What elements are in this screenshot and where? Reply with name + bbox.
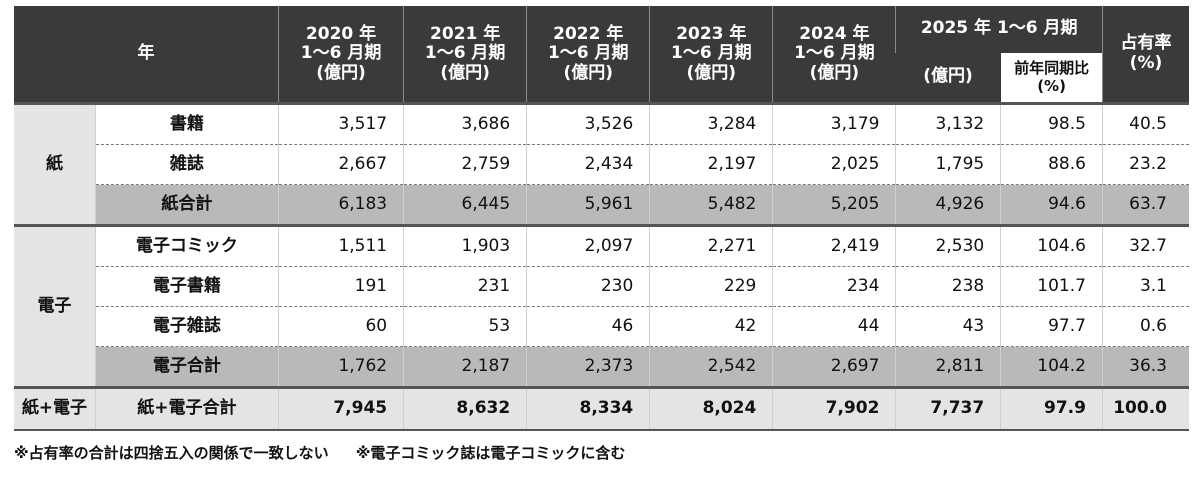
value-cell: 43	[895, 306, 1001, 347]
value-cell: 97.7	[1000, 306, 1103, 347]
year-col-header: 2023 年 1〜6 月期 (億円)	[649, 6, 773, 104]
value-cell: 40.5	[1101, 102, 1189, 145]
value-cell: 104.2	[1000, 346, 1103, 389]
value-cell: 94.6	[1000, 184, 1103, 227]
value-cell: 3,132	[895, 102, 1001, 145]
row-label: 書籍	[94, 102, 279, 145]
value-cell: 36.3	[1101, 346, 1189, 389]
value-cell: 238	[895, 266, 1001, 307]
value-cell: 3.1	[1101, 266, 1189, 307]
value-cell: 5,482	[649, 184, 773, 227]
value-cell: 46	[526, 306, 650, 347]
row-label: 紙+電子合計	[94, 387, 279, 431]
value-cell: 4,926	[895, 184, 1001, 227]
value-cell: 2,197	[649, 144, 773, 185]
value-cell: 97.9	[1000, 387, 1103, 431]
value-cell: 229	[649, 266, 773, 307]
current-period-header: 2025 年 1〜6 月期	[895, 6, 1103, 53]
value-cell: 2,697	[772, 346, 896, 389]
value-cell: 3,686	[403, 102, 527, 145]
value-cell: 1,511	[277, 225, 404, 267]
row-label: 雑誌	[94, 144, 279, 185]
value-cell: 3,179	[772, 102, 896, 145]
value-cell: 3,284	[649, 102, 773, 145]
table-row: 雑誌 2,667 2,759 2,434 2,197 2,025 1,795 8…	[14, 144, 1189, 185]
value-cell: 1,762	[277, 346, 404, 389]
value-cell: 63.7	[1101, 184, 1189, 227]
value-cell: 5,205	[772, 184, 896, 227]
value-cell: 231	[403, 266, 527, 307]
value-cell: 32.7	[1101, 225, 1189, 267]
share-header: 占有率 (%)	[1101, 6, 1189, 104]
value-cell: 5,961	[526, 184, 650, 227]
value-cell: 2,434	[526, 144, 650, 185]
value-cell: 6,445	[403, 184, 527, 227]
value-cell: 191	[277, 266, 404, 307]
value-cell: 98.5	[1000, 102, 1103, 145]
value-cell: 2,811	[895, 346, 1001, 389]
year-col-header: 2020 年 1〜6 月期 (億円)	[277, 6, 404, 104]
value-cell: 230	[526, 266, 650, 307]
value-cell: 7,945	[277, 387, 404, 431]
value-cell: 53	[403, 306, 527, 347]
group-label-digital: 電子	[14, 225, 96, 389]
value-cell: 0.6	[1101, 306, 1189, 347]
value-cell: 3,517	[277, 102, 404, 145]
row-label: 電子書籍	[94, 266, 279, 307]
value-cell: 7,737	[895, 387, 1001, 431]
table-row: 電子書籍 191 231 230 229 234 238 101.7 3.1	[14, 266, 1189, 307]
value-cell: 2,097	[526, 225, 650, 267]
footnote: ※占有率の合計は四捨五入の関係で一致しない	[14, 444, 329, 462]
value-cell: 101.7	[1000, 266, 1103, 307]
value-cell: 2,025	[772, 144, 896, 185]
value-cell: 44	[772, 306, 896, 347]
value-cell: 2,759	[403, 144, 527, 185]
value-cell: 2,419	[772, 225, 896, 267]
value-cell: 2,187	[403, 346, 527, 389]
value-cell: 2,271	[649, 225, 773, 267]
table-row: 紙 書籍 3,517 3,686 3,526 3,284 3,179 3,132…	[14, 102, 1189, 227]
table-row: 電子合計 1,762 2,187 2,373 2,542 2,697 2,811…	[14, 346, 1189, 389]
footnote: ※電子コミック誌は電子コミックに含む	[355, 444, 626, 462]
year-col-header: 2022 年 1〜6 月期 (億円)	[526, 6, 650, 104]
table-body: 紙 書籍 3,517 3,686 3,526 3,284 3,179 3,132…	[14, 102, 1189, 431]
year-col-header: 2024 年 1〜6 月期 (億円)	[772, 6, 896, 104]
value-cell: 2,667	[277, 144, 404, 185]
row-label: 電子コミック	[94, 225, 279, 267]
table-row: 紙+電子 紙+電子合計 7,945 8,632 8,334 8,024 7,90…	[14, 387, 1189, 431]
value-cell: 42	[649, 306, 773, 347]
table-row: 電子 電子コミック 1,511 1,903 2,097 2,271 2,419 …	[14, 225, 1189, 389]
row-label: 電子合計	[94, 346, 279, 389]
value-cell: 23.2	[1101, 144, 1189, 185]
value-cell: 3,526	[526, 102, 650, 145]
group-label-total: 紙+電子	[14, 387, 96, 431]
value-cell: 2,530	[895, 225, 1001, 267]
table-row: 電子雑誌 60 53 46 42 44 43 97.7 0.6	[14, 306, 1189, 347]
value-cell: 8,632	[403, 387, 527, 431]
footnotes: ※占有率の合計は四捨五入の関係で一致しない ※電子コミック誌は電子コミックに含む	[14, 442, 625, 463]
yoy-header: 前年同期比 (%)	[1000, 52, 1103, 104]
value-cell: 1,795	[895, 144, 1001, 185]
value-cell: 2,373	[526, 346, 650, 389]
value-cell: 2,542	[649, 346, 773, 389]
value-cell: 88.6	[1000, 144, 1103, 185]
table-row: 紙合計 6,183 6,445 5,961 5,482 5,205 4,926 …	[14, 184, 1189, 227]
year-col-header: 2021 年 1〜6 月期 (億円)	[403, 6, 527, 104]
value-cell: 6,183	[277, 184, 404, 227]
value-cell: 100.0	[1101, 387, 1189, 431]
value-cell: 7,902	[772, 387, 896, 431]
value-cell: 60	[277, 306, 404, 347]
value-cell: 234	[772, 266, 896, 307]
sales-table: 年 2020 年 1〜6 月期 (億円) 2021 年 1〜6 月期 (億円) …	[14, 6, 1189, 431]
group-label-paper: 紙	[14, 102, 96, 227]
year-header: 年	[14, 6, 279, 104]
value-cell: 104.6	[1000, 225, 1103, 267]
row-label: 電子雑誌	[94, 306, 279, 347]
value-cell: 8,334	[526, 387, 650, 431]
value-cell: 8,024	[649, 387, 773, 431]
row-label: 紙合計	[94, 184, 279, 227]
current-unit-header: (億円)	[895, 52, 1001, 104]
value-cell: 1,903	[403, 225, 527, 267]
